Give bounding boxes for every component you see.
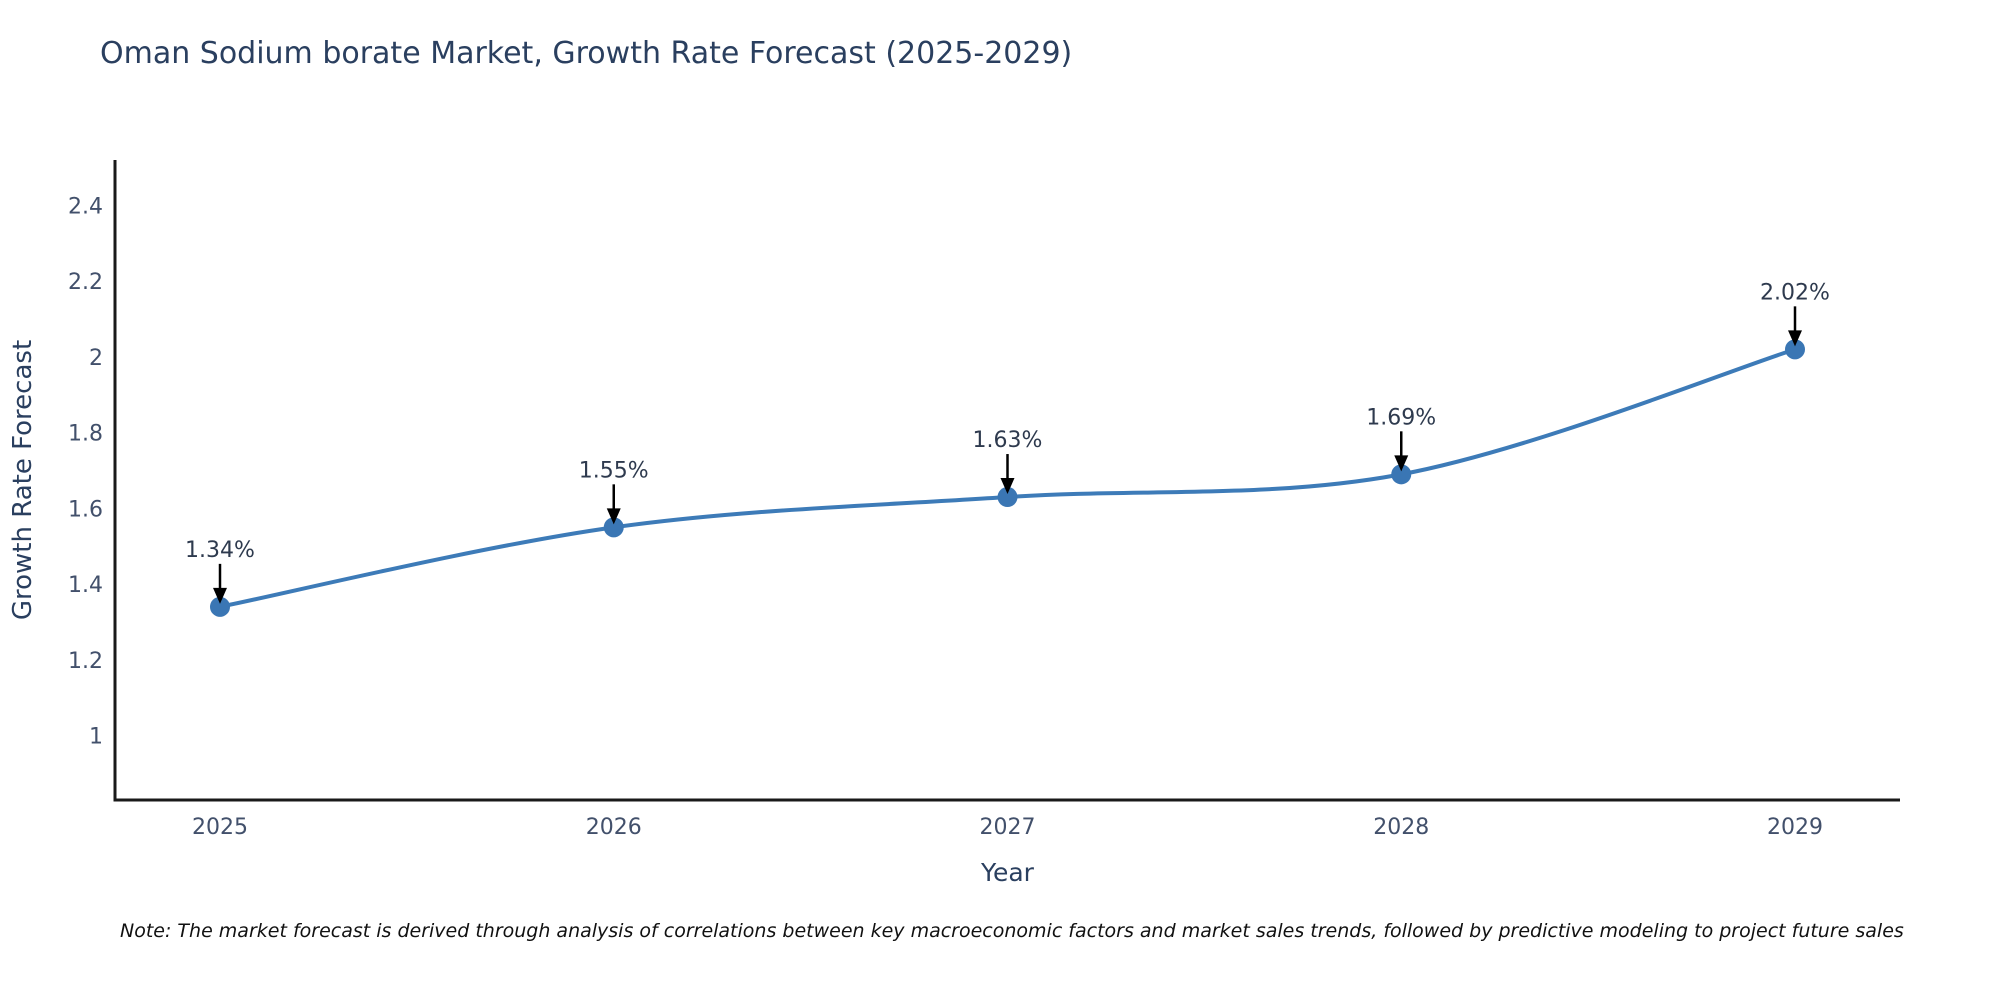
y-tick-label: 1.2 bbox=[68, 649, 103, 674]
y-tick-label: 1 bbox=[89, 725, 103, 750]
annotation-arrow-head bbox=[1000, 478, 1015, 495]
x-tick-label: 2025 bbox=[192, 815, 248, 840]
y-tick-label: 2.2 bbox=[68, 270, 103, 295]
data-point-marker[interactable] bbox=[603, 517, 624, 538]
data-point-marker[interactable] bbox=[210, 596, 230, 617]
x-tick-label: 2028 bbox=[1373, 815, 1429, 840]
annotation-arrow-head bbox=[1394, 455, 1409, 472]
y-tick-label: 1.6 bbox=[68, 497, 103, 522]
y-axis-title: Growth Rate Forecast bbox=[8, 339, 38, 621]
data-point-label: 1.63% bbox=[973, 428, 1043, 453]
y-tick-label: 2 bbox=[89, 346, 103, 371]
footnote: Note: The market forecast is derived thr… bbox=[120, 920, 1904, 942]
y-axis-title-container: Growth Rate Forecast bbox=[0, 160, 46, 800]
data-point-marker[interactable] bbox=[1785, 339, 1805, 360]
y-tick-label: 1.4 bbox=[68, 573, 103, 598]
annotation-arrow-head bbox=[606, 508, 621, 525]
y-tick-label: 1.8 bbox=[68, 422, 103, 447]
data-point-marker[interactable] bbox=[997, 487, 1018, 508]
x-axis-title: Year bbox=[981, 858, 1034, 887]
data-point-label: 2.02% bbox=[1760, 280, 1830, 305]
data-point-label: 1.55% bbox=[579, 458, 649, 483]
y-tick-label: 2.4 bbox=[68, 194, 103, 219]
x-tick-label: 2027 bbox=[980, 815, 1036, 840]
x-tick-label: 2029 bbox=[1767, 815, 1823, 840]
data-point-label: 1.34% bbox=[185, 538, 255, 563]
data-point-label: 1.69% bbox=[1366, 405, 1436, 430]
annotation-arrow-head bbox=[213, 587, 227, 604]
chart-title: Oman Sodium borate Market, Growth Rate F… bbox=[100, 36, 1073, 71]
data-point-marker[interactable] bbox=[1391, 464, 1412, 485]
annotation-arrow-head bbox=[1788, 330, 1802, 347]
x-tick-label: 2026 bbox=[586, 815, 642, 840]
axis-lines bbox=[113, 160, 1900, 802]
